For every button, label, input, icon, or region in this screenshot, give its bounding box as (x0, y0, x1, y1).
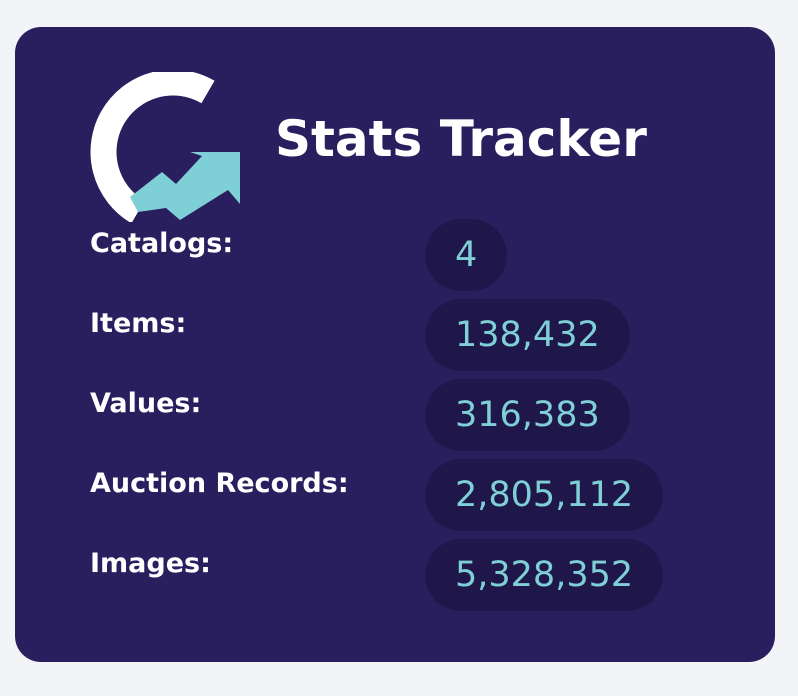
title: Stats Tracker (275, 110, 647, 168)
stat-label: Catalogs: (90, 228, 234, 259)
stat-value: 138,432 (425, 299, 630, 371)
stat-label: Auction Records: (90, 468, 349, 499)
stat-label: Items: (90, 308, 187, 339)
stat-value: 4 (425, 219, 508, 291)
stat-label: Values: (90, 388, 202, 419)
stats-card: Stats Tracker Catalogs: 4 Items: 138,432 Val… (15, 27, 775, 662)
stat-value: 316,383 (425, 379, 630, 451)
stat-row: Auction Records: 2,805,112 (15, 459, 775, 531)
logo (90, 72, 240, 222)
stat-value: 2,805,112 (425, 459, 664, 531)
stat-row: Items: 138,432 (15, 299, 775, 371)
stat-value: 5,328,352 (425, 539, 664, 611)
stat-row: Values: 316,383 (15, 379, 775, 451)
stat-row: Images: 5,328,352 (15, 539, 775, 611)
stat-row: Catalogs: 4 (15, 219, 775, 291)
stat-label: Images: (90, 548, 211, 579)
